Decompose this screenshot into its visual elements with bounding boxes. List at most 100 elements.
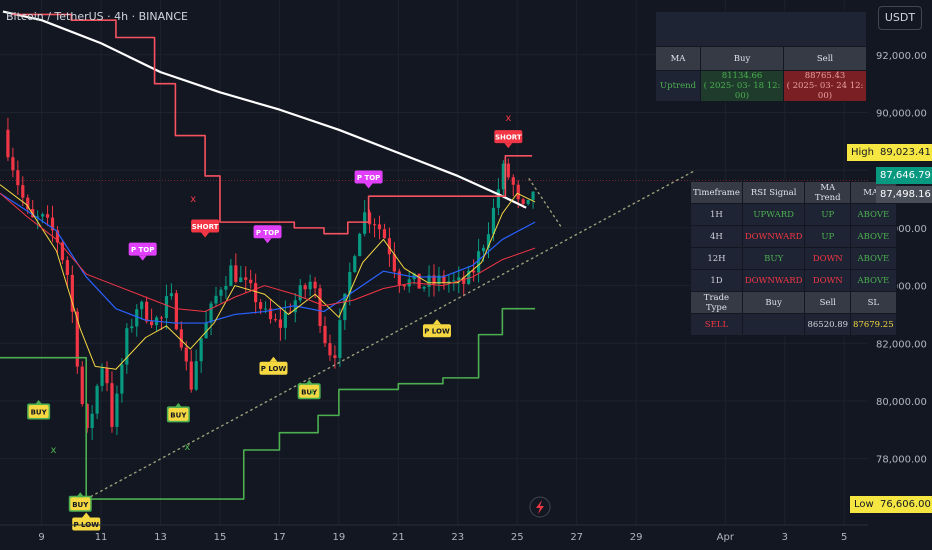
candle-down	[110, 383, 114, 427]
signal-pointer	[201, 232, 210, 238]
candle-up	[199, 338, 203, 362]
signal-pointer	[34, 399, 43, 405]
candle-up	[120, 364, 124, 394]
y-tick-label: 84,000.00	[876, 282, 927, 293]
trade-buy-header: Buy	[741, 291, 806, 314]
candle-up	[164, 296, 169, 318]
candle-down	[372, 224, 377, 226]
candle-down	[258, 302, 263, 309]
sell-price: 88765.43	[804, 71, 846, 81]
candle-down	[21, 185, 25, 198]
candle-down	[75, 311, 79, 367]
candle-down	[278, 319, 283, 328]
ma9-cell: ABOVE	[850, 269, 897, 292]
candle-up	[422, 286, 426, 289]
buy-header: Buy	[700, 46, 784, 71]
currency-selector[interactable]: USDT	[878, 6, 922, 30]
signal-pointer	[263, 238, 272, 244]
y-tick-label: 78,000.00	[876, 455, 927, 466]
candle-up	[308, 281, 312, 290]
signal-label-buy: BUY	[72, 501, 89, 509]
signal-label-buy: BUY	[31, 408, 48, 416]
signal-pointer	[269, 356, 278, 362]
candle-up	[496, 189, 501, 208]
candle-up	[95, 385, 99, 414]
candle-down	[11, 157, 15, 171]
trend-label: Uptrend	[655, 70, 701, 102]
ma9-cell: ABOVE	[850, 225, 897, 248]
candle-up	[219, 289, 223, 296]
candle-up	[100, 368, 104, 386]
candle-down	[145, 301, 149, 322]
signal-label-bg	[494, 130, 523, 144]
candle-down	[80, 366, 84, 404]
rsi-cell: BUY	[741, 247, 806, 270]
candle-up	[140, 301, 144, 310]
candle-up	[437, 275, 441, 284]
candle-down	[516, 184, 520, 200]
candle-up	[263, 308, 268, 310]
replay-bolt-icon[interactable]	[529, 496, 551, 518]
candle-down	[367, 212, 372, 225]
candle-down	[150, 321, 154, 326]
candle-up	[209, 303, 213, 323]
low-value-tag: 76,606.00	[876, 496, 932, 513]
candle-down	[333, 355, 337, 358]
candle-down	[392, 254, 396, 272]
y-tick-label: 90,000.00	[876, 109, 927, 120]
candle-up	[343, 293, 347, 321]
rsi-cell: DOWNWARD	[741, 269, 806, 292]
x-tick-label: 5	[841, 532, 847, 543]
signal-label-ptop: P TOP	[357, 174, 380, 182]
candle-down	[85, 403, 89, 428]
trade-buy-cell	[741, 313, 806, 336]
prev-price-tag: 87,498.16	[876, 186, 932, 203]
signal-row-1d: 1D DOWNWARD DOWN ABOVE	[690, 269, 897, 292]
x-tick-label: 19	[333, 532, 346, 543]
signal-label-bg	[168, 407, 189, 421]
signal-label-bg	[191, 219, 220, 233]
ma200-line	[2, 10, 527, 209]
candle-down	[45, 214, 50, 218]
cross-marker: x	[309, 387, 315, 398]
candle-up	[36, 216, 40, 218]
candle-down	[65, 260, 69, 276]
candle-down	[189, 361, 193, 390]
trade-sell-header: Sell	[804, 291, 852, 314]
candle-down	[70, 275, 74, 312]
ma-header: MA	[655, 46, 701, 71]
signal-label-ptop: P TOP	[131, 246, 154, 254]
trade-sl-cell: 87679.25	[850, 313, 897, 336]
current-price-tag: 87,646.79	[876, 167, 932, 184]
sell-signal-cell: 88765.43 ( 2025- 03- 24 12: 00)	[783, 70, 867, 102]
tf-cell: 4H	[690, 225, 743, 248]
candle-down	[6, 129, 10, 158]
candle-down	[254, 283, 258, 303]
signal-label-short: SHORT	[192, 223, 219, 231]
candle-up	[467, 270, 471, 284]
candle-down	[521, 199, 525, 204]
trade-sell-cell: 86520.89	[804, 313, 852, 336]
candle-down	[184, 347, 188, 362]
buy-signal-cell: 81134.66 ( 2025- 03- 18 12: 00)	[700, 70, 784, 102]
candle-down	[234, 265, 238, 282]
x-tick-label: 13	[154, 532, 167, 543]
chart-title: Bitcoin / TetherUS · 4h · BINANCE	[6, 10, 188, 23]
x-tick-label: 9	[38, 532, 44, 543]
low-label-tag: Low	[850, 496, 878, 513]
candle-down	[472, 270, 476, 273]
high-value-tag: 89,023.41	[876, 144, 932, 161]
candle-down	[288, 311, 292, 313]
trade-type-cell: SELL	[690, 313, 743, 336]
candle-up	[224, 285, 228, 290]
candle-down	[402, 285, 406, 287]
rsi-header: RSI Signal	[741, 181, 806, 204]
candle-up	[90, 413, 94, 428]
trend-cell: UP	[804, 203, 852, 226]
candle-down	[174, 293, 178, 330]
candle-down	[244, 277, 248, 280]
candle-up	[204, 322, 208, 339]
rsi-cell: DOWNWARD	[741, 225, 806, 248]
signal-label-bg	[259, 361, 288, 375]
